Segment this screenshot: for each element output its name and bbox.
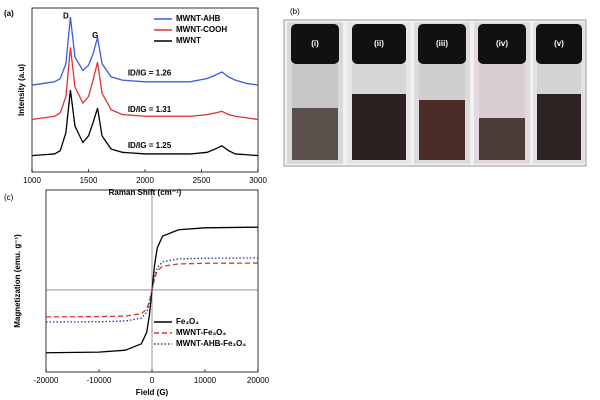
x-tick-label: 3000: [249, 176, 267, 185]
vial-cap: [536, 24, 582, 64]
x-tick-label: 2500: [193, 176, 211, 185]
y-axis-label: Magnetization (emu. g⁻¹): [13, 234, 22, 328]
panel-label: (b): [290, 7, 300, 16]
y-axis-label: Intensity (a.u): [17, 64, 26, 116]
x-tick-label: 1000: [23, 176, 41, 185]
vial-label: (i): [311, 39, 319, 48]
photo: (i) (ii) (iii) (iv) (v): [283, 19, 587, 167]
vial-liquid: [479, 118, 525, 160]
vial-liquid: [419, 100, 465, 160]
annotation: D: [63, 11, 69, 20]
vial-cap: [291, 24, 339, 64]
annotation: ID/IG = 1.31: [128, 105, 172, 114]
data-line: [31, 16, 259, 86]
vial: [474, 22, 530, 164]
legend-label: MWNT: [176, 36, 201, 45]
vial-label: (ii): [374, 39, 384, 48]
vial: [287, 22, 343, 164]
legend-label: MWNT-AHB: [176, 14, 221, 23]
vial-label: (iv): [496, 39, 508, 48]
vial-label: (v): [554, 39, 564, 48]
x-tick-label: 1500: [80, 176, 98, 185]
legend-label: Fe₃O₄: [176, 317, 199, 326]
vial-liquid: [292, 108, 338, 160]
vial-cap: [418, 24, 466, 64]
legend-label: MWNT-AHB-Fe₃O₄: [176, 339, 246, 348]
vial-cap: [478, 24, 526, 64]
panel-label: (a): [4, 9, 14, 18]
vial-liquid: [352, 94, 406, 160]
legend-label: MWNT-Fe₃O₄: [176, 328, 226, 337]
x-tick-label: -20000: [34, 376, 59, 385]
x-tick-label: -10000: [87, 376, 112, 385]
x-tick-label: 0: [150, 376, 155, 385]
data-line: [31, 89, 259, 157]
x-tick-label: 20000: [247, 376, 270, 385]
data-line: [31, 47, 259, 121]
vial-liquid: [537, 94, 581, 160]
data-line: [45, 257, 259, 323]
vial: [533, 22, 585, 164]
annotation: ID/IG = 1.26: [128, 69, 172, 78]
vial: [347, 22, 411, 164]
annotation: G: [92, 31, 98, 40]
annotation: ID/IG = 1.25: [128, 141, 172, 150]
x-tick-label: 10000: [194, 376, 217, 385]
vial: [414, 22, 470, 164]
x-axis-label: Field (G): [136, 388, 169, 397]
x-tick-label: 2000: [136, 176, 154, 185]
vial-label: (iii): [436, 39, 448, 48]
legend-label: MWNT-COOH: [176, 25, 227, 34]
vial-cap: [352, 24, 406, 64]
x-axis-label: Raman Shift (cm⁻¹): [109, 188, 182, 197]
panel-label: (c): [4, 193, 14, 202]
